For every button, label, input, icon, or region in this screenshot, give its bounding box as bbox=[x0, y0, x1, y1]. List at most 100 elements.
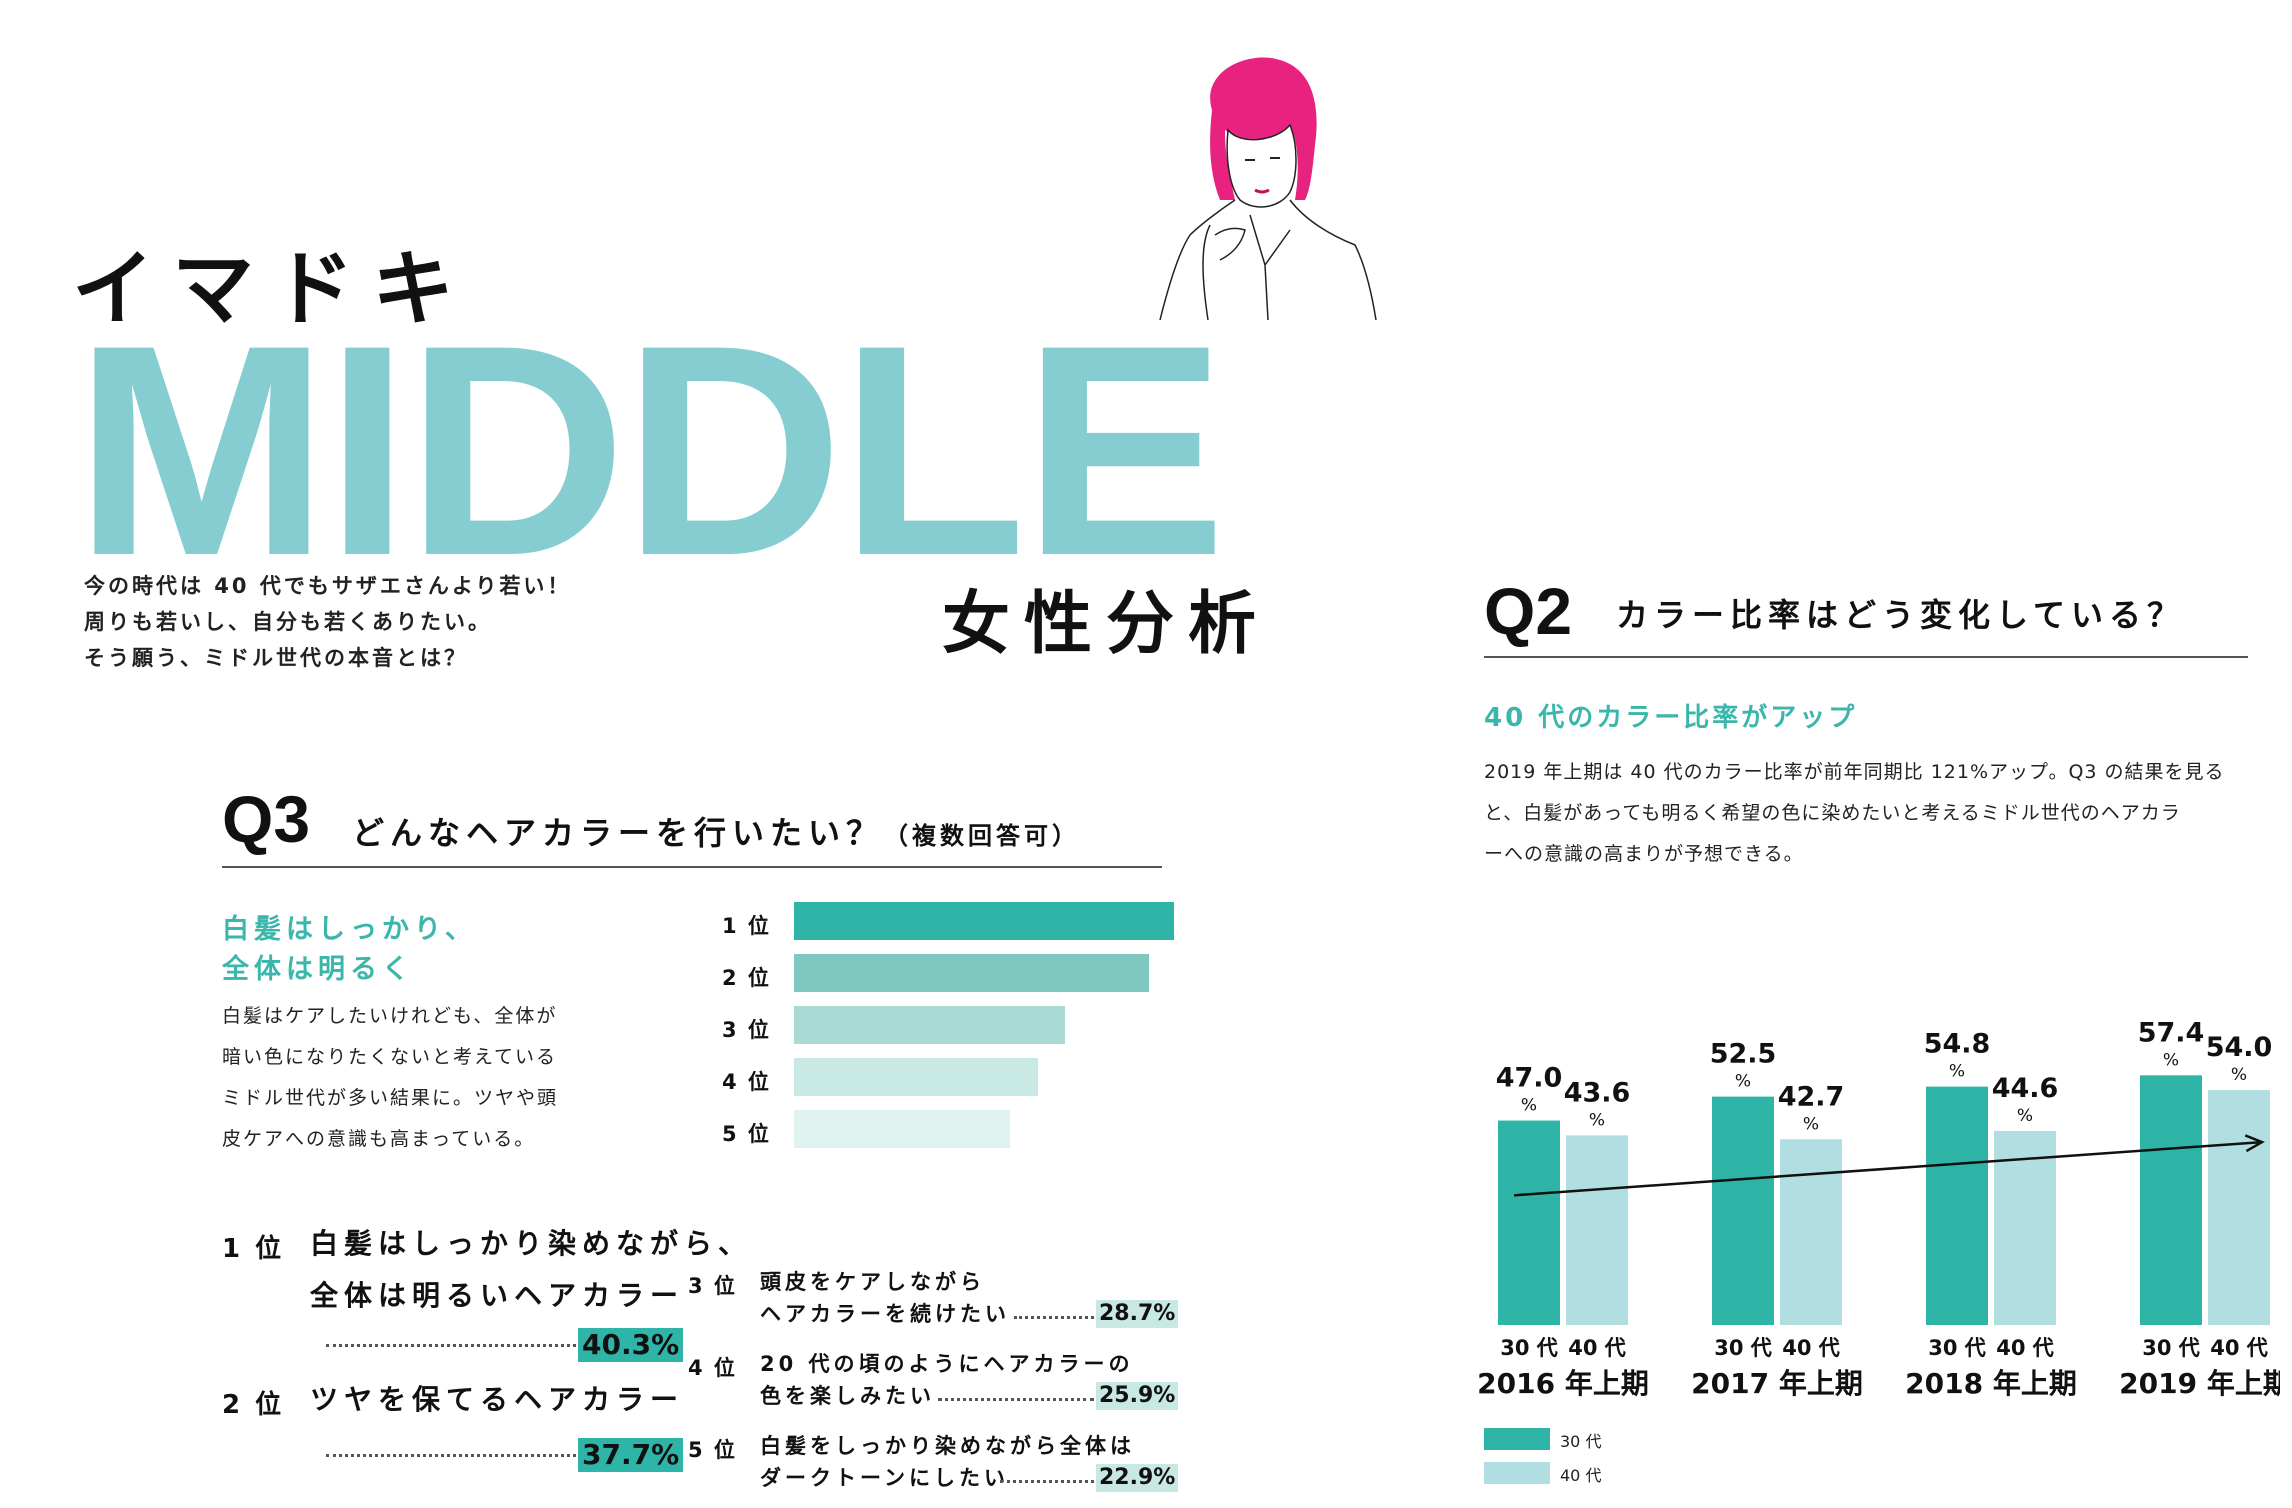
q3-note: （複数回答可） bbox=[884, 822, 1081, 850]
bar-40s bbox=[2208, 1090, 2270, 1325]
rank-3-line: ヘアカラーを続けたい bbox=[760, 1302, 1010, 1326]
bar-40s bbox=[1780, 1139, 1842, 1325]
hair-shape bbox=[1210, 57, 1317, 200]
rank-4-line: 色を楽しみたい bbox=[760, 1384, 935, 1408]
hbar bbox=[794, 1110, 1010, 1148]
subtitle: 女性分析 bbox=[942, 585, 1271, 664]
rank-5-line: ダークトーンにしたい bbox=[760, 1466, 1009, 1490]
value-label: 57.4 bbox=[2138, 1017, 2205, 1048]
face-shape bbox=[1226, 123, 1297, 208]
unit-label: % bbox=[1949, 1062, 1965, 1082]
trend-arrow-line bbox=[1513, 1140, 2263, 1197]
rank-1-line: 白髪はしっかり染めながら、 bbox=[310, 1227, 753, 1260]
bar-30s bbox=[2140, 1075, 2202, 1325]
group-label: 40 代 bbox=[1568, 1336, 1626, 1360]
rank-3-line: 頭皮をケアしながら bbox=[760, 1270, 985, 1294]
bar-40s bbox=[1994, 1130, 2056, 1325]
bar-40s bbox=[1566, 1135, 1628, 1325]
group-label: 30 代 bbox=[1500, 1336, 1558, 1360]
unit-label: % bbox=[2231, 1065, 2247, 1085]
year-label: 2019 年上期 bbox=[2119, 1367, 2280, 1400]
bar-30s bbox=[1712, 1096, 1774, 1325]
hbar-label: 4 位 bbox=[722, 1070, 771, 1094]
q3-body-line: 皮ケアへの意識も高まっている。 bbox=[222, 1128, 536, 1150]
unit-label: % bbox=[1803, 1114, 1819, 1134]
q3-rule bbox=[222, 866, 1162, 868]
q2-rule bbox=[1484, 656, 2248, 658]
value-label: 44.6 bbox=[1992, 1073, 2059, 1104]
rank-5-text: 白髪をしっかり染めながら全体は ダークトーンにしたい bbox=[760, 1430, 1135, 1494]
hand-shape bbox=[1202, 224, 1246, 321]
q3-headline: 白髪はしっかり、 全体は明るく bbox=[222, 910, 477, 990]
rank-4-leader bbox=[938, 1398, 1094, 1401]
group-label: 40 代 bbox=[1996, 1336, 2054, 1360]
group-label: 30 代 bbox=[1928, 1336, 1986, 1360]
q3-number: Q3 bbox=[222, 782, 311, 856]
woman-illustration bbox=[1159, 57, 1377, 321]
rank-3-text: 頭皮をケアしながら ヘアカラーを続けたい bbox=[760, 1266, 1010, 1330]
mouth-shape bbox=[1254, 188, 1270, 194]
hbar bbox=[794, 954, 1150, 992]
q2-bar-chart: 47.0% 30 代 43.6% 40 代 2016 年上期 52.5% 30 代 42.7%… bbox=[1477, 1017, 2280, 1400]
q3-question-text: どんなヘアカラーを行いたい？ bbox=[352, 814, 885, 852]
rank-2-line: ツヤを保てるヘアカラー bbox=[310, 1383, 685, 1416]
q3-question: どんなヘアカラーを行いたい？（複数回答可） bbox=[352, 808, 1080, 854]
collar-shape bbox=[1249, 214, 1291, 321]
rank-3-leader bbox=[1014, 1316, 1094, 1319]
hbar bbox=[794, 1058, 1039, 1096]
rank-4-percent: 25.9% bbox=[1096, 1382, 1179, 1410]
rank-3-percent: 28.7% bbox=[1096, 1300, 1179, 1328]
year-label: 2017 年上期 bbox=[1691, 1367, 1863, 1400]
q3-body-line: 白髪はケアしたいけれども、全体が bbox=[222, 1005, 558, 1027]
year-label: 2016 年上期 bbox=[1477, 1367, 1649, 1400]
rank-4-text: 20 代の頃のようにヘアカラーの 色を楽しみたい bbox=[760, 1348, 1134, 1412]
intro-line: 今の時代は 40 代でもサザエさんより若い！ bbox=[84, 574, 572, 598]
q2-question: カラー比率はどう変化している？ bbox=[1616, 596, 2186, 634]
rank-2-leader bbox=[326, 1454, 576, 1457]
intro-line: 周りも若いし、自分も若くありたい。 bbox=[84, 610, 492, 634]
group-label: 40 代 bbox=[2210, 1336, 2268, 1360]
rank-1-percent: 40.3% bbox=[578, 1328, 684, 1362]
group-label: 40 代 bbox=[1782, 1336, 1840, 1360]
hbar-label: 1 位 bbox=[722, 914, 771, 938]
q3-body-line: ミドル世代が多い結果に。ツヤや頭 bbox=[222, 1087, 559, 1109]
intro-line: そう願う、ミドル世代の本音とは？ bbox=[84, 646, 468, 670]
q3-bar-chart: 1 位 2 位 3 位 4 位 5 位 bbox=[722, 902, 1174, 1162]
q3-body: 白髪はケアしたいけれども、全体が 暗い色になりたくないと考えている ミドル世代が… bbox=[222, 996, 558, 1160]
hbar-label: 5 位 bbox=[722, 1122, 771, 1146]
hbar bbox=[794, 902, 1174, 940]
bar-30s bbox=[1498, 1120, 1560, 1325]
value-label: 54.8 bbox=[1924, 1029, 1991, 1060]
value-label: 47.0 bbox=[1496, 1063, 1563, 1094]
unit-label: % bbox=[1521, 1096, 1537, 1116]
q3-headline-line: 白髪はしっかり、 bbox=[222, 914, 477, 945]
value-label: 54.0 bbox=[2206, 1032, 2273, 1063]
eyes-shape bbox=[1245, 157, 1280, 161]
trend-arrow-head bbox=[2244, 1134, 2265, 1153]
hbar-label: 3 位 bbox=[722, 1018, 771, 1042]
legend-40-label: 40 代 bbox=[1560, 1466, 1602, 1485]
rank-5-number: 5 位 bbox=[688, 1438, 737, 1462]
unit-label: % bbox=[1589, 1110, 1605, 1130]
rank-4-line: 20 代の頃のようにヘアカラーの bbox=[760, 1352, 1134, 1376]
shoulders-shape bbox=[1159, 199, 1377, 321]
kana-title: イマドキ bbox=[72, 242, 473, 337]
unit-label: % bbox=[2017, 1106, 2033, 1126]
rank-1-line: 全体は明るいヘアカラー bbox=[310, 1279, 685, 1312]
rank-3-number: 3 位 bbox=[688, 1274, 737, 1298]
rank-2-text: ツヤを保てるヘアカラー bbox=[310, 1374, 684, 1426]
year-label: 2018 年上期 bbox=[1905, 1367, 2077, 1400]
rank-1-leader bbox=[326, 1344, 576, 1347]
rank-2-number: 2 位 bbox=[222, 1390, 285, 1420]
legend-30-label: 30 代 bbox=[1560, 1432, 1602, 1451]
value-label: 43.6 bbox=[1564, 1077, 1631, 1108]
rank-5-percent: 22.9% bbox=[1096, 1464, 1179, 1492]
rank-1-number: 1 位 bbox=[222, 1234, 285, 1264]
legend-40-swatch bbox=[1484, 1462, 1550, 1484]
group-label: 30 代 bbox=[1714, 1336, 1772, 1360]
rank-5-line: 白髪をしっかり染めながら全体は bbox=[760, 1434, 1135, 1458]
rank-5-leader bbox=[1000, 1480, 1094, 1483]
q3-headline-line: 全体は明るく bbox=[222, 954, 414, 985]
value-label: 42.7 bbox=[1778, 1081, 1845, 1112]
bar-30s bbox=[1926, 1086, 1988, 1325]
